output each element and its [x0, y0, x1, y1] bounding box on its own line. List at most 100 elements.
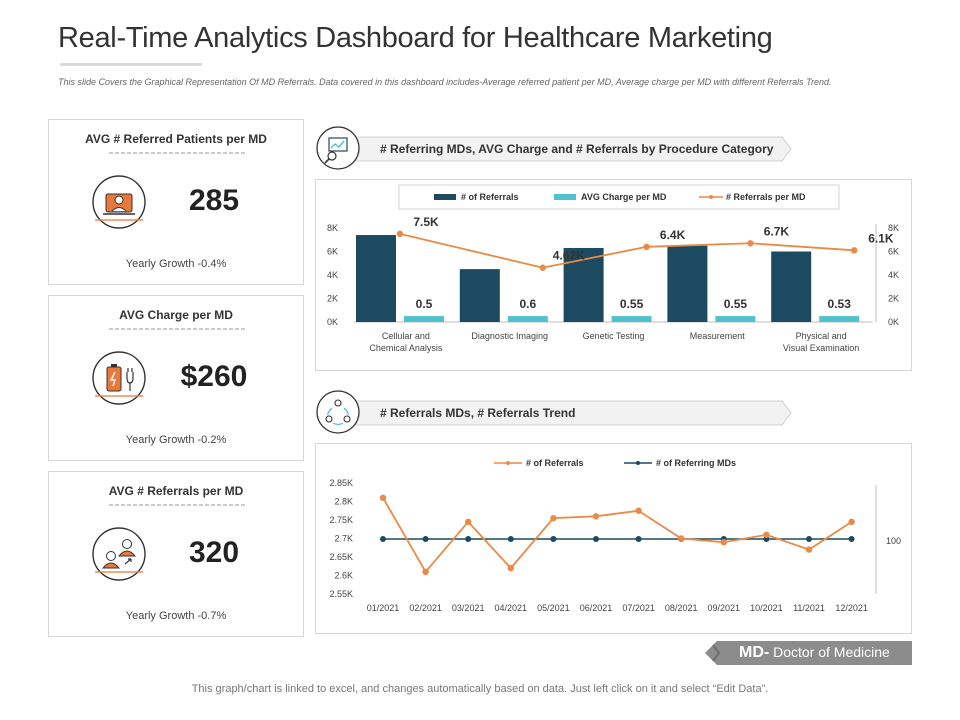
note-text: MD- Doctor of Medicine	[739, 644, 890, 662]
kpi-value: $260	[180, 360, 248, 393]
data-label-referrals-per-md: 7.5K	[413, 215, 439, 229]
line-point-referrals	[592, 513, 600, 520]
section-label: # Referrals MDs, # Referrals Trend	[380, 406, 576, 420]
y-tick-label: 2.85K	[329, 478, 353, 488]
legend-swatch-0	[434, 194, 456, 200]
line-point-referring-mds	[550, 536, 557, 542]
bar-referrals	[459, 269, 500, 322]
kpi-value: 285	[188, 184, 240, 217]
kpi-value: 320	[188, 536, 240, 569]
data-label-referrals-per-md: 6.7K	[764, 224, 790, 238]
y-tick-label: 2.55K	[329, 589, 353, 599]
kpi-title: AVG # Referrals per MD	[108, 484, 244, 498]
line-point-referring-mds	[465, 536, 472, 542]
line-point-referring-mds	[635, 536, 642, 542]
y2-tick-label: 8K	[888, 223, 899, 233]
y2-tick-label: 100	[886, 536, 901, 546]
legend-label-2: # Referrals per MD	[726, 192, 806, 202]
line-point-referrals	[635, 507, 642, 514]
patient-bed-icon	[92, 175, 146, 229]
line-point-referring-mds	[422, 536, 429, 542]
kpi-title-divider	[109, 152, 245, 154]
y-tick-label: 2.65K	[329, 552, 353, 562]
line-referrals	[382, 497, 853, 574]
bar-referrals	[771, 251, 812, 322]
procedure-chart-panel: # of Referrals AVG Charge per MD # Referra…	[315, 179, 912, 371]
y-tick-label: 2.8K	[334, 497, 353, 507]
x-tick-label: 03/2021	[452, 603, 485, 613]
section-label: # Referring MDs, AVG Charge and # Referr…	[380, 142, 774, 156]
line-point-referrals	[465, 518, 472, 526]
line-point-referrals	[379, 494, 387, 501]
legend-marker-1	[636, 461, 640, 465]
y2-tick-label: 2K	[888, 294, 899, 304]
bar-referrals	[667, 245, 708, 322]
line-point-referring-mds	[806, 536, 812, 542]
procedure-chart: # of Referrals AVG Charge per MD # Referra…	[327, 184, 899, 353]
x-tick-label: 07/2021	[622, 603, 655, 613]
y-tick-label: 4K	[327, 270, 338, 280]
legend-marker	[709, 195, 713, 199]
y2-tick-label: 0K	[888, 317, 899, 327]
y2-tick-label: 4K	[888, 270, 899, 280]
doctor-referral-icon	[92, 527, 146, 581]
note-definition: Doctor of Medicine	[769, 644, 890, 660]
referral-cycle-icon	[316, 390, 360, 434]
y2-tick-label: 6K	[888, 247, 899, 257]
x-tick-label: 09/2021	[708, 603, 741, 613]
line-point	[851, 247, 858, 254]
line-point-referrals	[805, 546, 813, 553]
data-label-avg-charge: 0.5	[416, 297, 433, 311]
legend-label-0: # of Referrals	[461, 192, 519, 202]
line-point-referrals	[550, 514, 557, 522]
x-tick-label: 10/2021	[750, 603, 783, 613]
trend-chart: # of Referrals # of Referring MDs 2.55K 2.…	[329, 458, 901, 613]
y-tick-label: 8K	[327, 223, 338, 233]
x-tick-label: 08/2021	[665, 603, 698, 613]
data-label-referrals-per-md: 6.1K	[868, 231, 894, 245]
data-label-avg-charge: 0.53	[828, 297, 852, 311]
legend-label-1: AVG Charge per MD	[581, 192, 667, 202]
line-point-referrals	[848, 518, 855, 526]
note-abbreviation: MD-	[739, 644, 770, 661]
kpi-title-divider	[109, 504, 245, 506]
bar-avg-charge	[611, 316, 652, 322]
kpi-growth: Yearly Growth -0.4%	[125, 258, 227, 270]
line-point	[396, 230, 404, 238]
line-point-referrals	[720, 539, 727, 546]
line-point-referrals	[678, 535, 685, 542]
x-tick-label: Diagnostic Imaging	[471, 331, 548, 341]
note-band	[705, 641, 912, 665]
line-point-referrals	[422, 568, 429, 575]
bar-avg-charge	[404, 316, 444, 322]
kpi-card-avg-charge: AVG Charge per MD $260 Yearly Growth -0.…	[48, 295, 304, 461]
page-title: Real-Time Analytics Dashboard for Health…	[58, 22, 773, 54]
x-tick-label: 06/2021	[580, 603, 613, 613]
kpi-title: AVG Charge per MD	[119, 308, 233, 322]
chart-legend	[398, 184, 840, 210]
trend-chart-panel: # of Referrals # of Referring MDs 2.55K 2.…	[315, 443, 912, 634]
line-point-referring-mds	[507, 536, 514, 542]
x-tick-label: Genetic Testing	[583, 331, 645, 341]
kpi-growth: Yearly Growth -0.2%	[125, 434, 227, 446]
kpi-growth: Yearly Growth -0.7%	[125, 610, 227, 622]
x-tick-label: Measurement	[690, 331, 746, 341]
footer-note: This graph/chart is linked to excel, and…	[191, 683, 769, 695]
y-tick-label: 6K	[327, 247, 338, 257]
kpi-title: AVG # Referred Patients per MD	[85, 132, 267, 146]
analytics-magnifier-icon	[316, 126, 360, 170]
y-tick-label: 2.6K	[334, 571, 353, 581]
x-tick-label: Cellular and Chemical Analysis	[369, 331, 443, 353]
bar-avg-charge	[715, 316, 756, 322]
x-tick-label: 04/2021	[495, 603, 528, 613]
data-label-avg-charge: 0.55	[724, 297, 748, 311]
data-label-referrals-per-md: 6.4K	[660, 228, 686, 242]
kpi-card-referred-patients: AVG # Referred Patients per MD 285 Yearl…	[48, 119, 304, 285]
title-underline	[60, 63, 202, 66]
line-point-referrals	[763, 531, 770, 538]
line-point-referring-mds	[593, 536, 599, 542]
page-subtitle: This slide Covers the Graphical Represen…	[58, 77, 832, 87]
line-point-referring-mds	[848, 536, 855, 542]
line-point	[539, 264, 546, 271]
md-definition-note: MD- Doctor of Medicine	[705, 641, 912, 665]
